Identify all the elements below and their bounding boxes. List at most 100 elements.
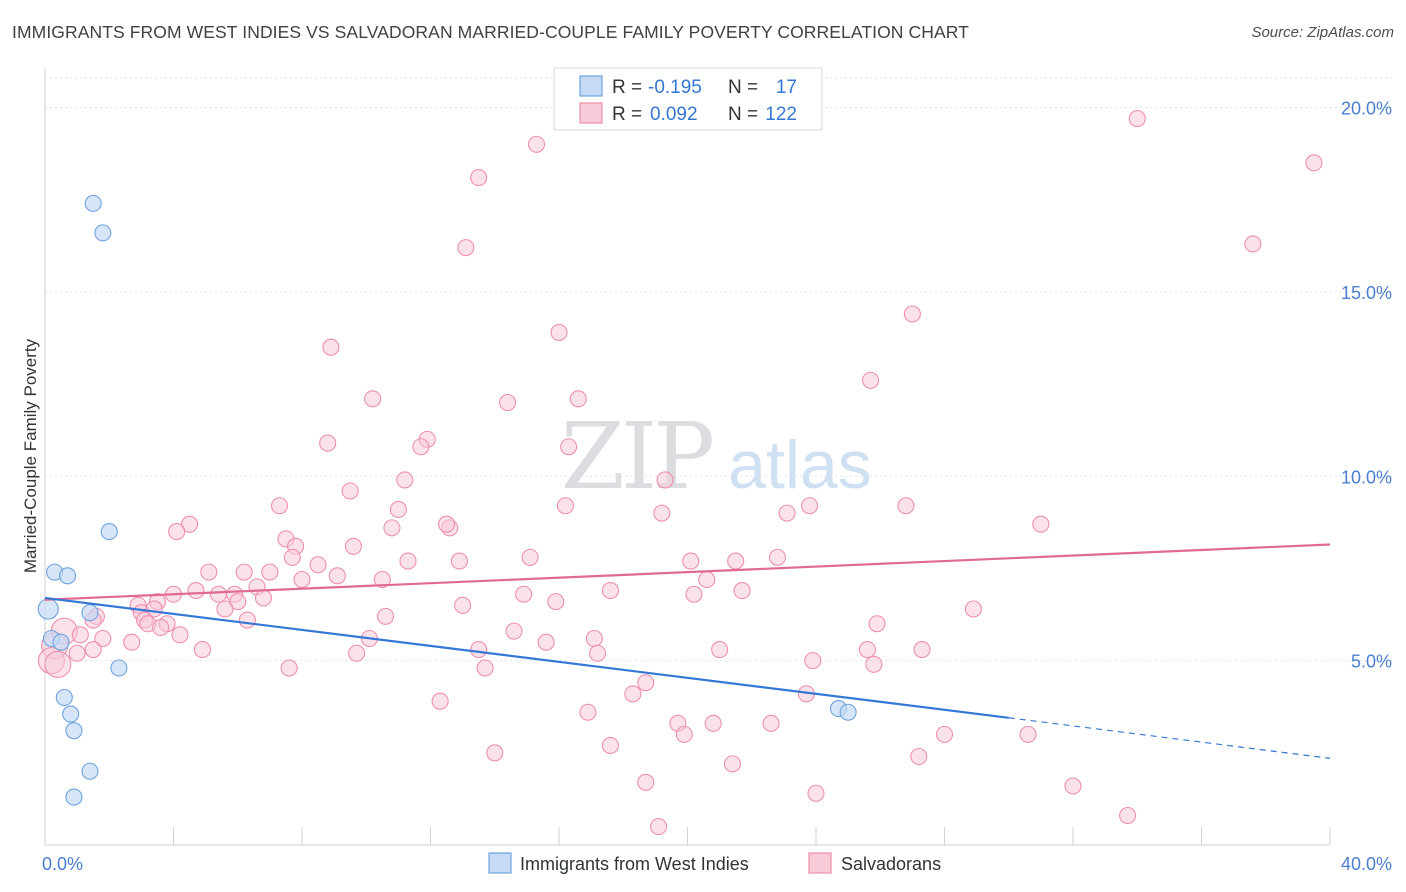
salvadorans-point: [1305, 154, 1323, 172]
salvadorans-point: [579, 703, 597, 721]
salvadorans-point: [187, 582, 205, 600]
salvadorans-point: [733, 582, 751, 600]
salvadorans-point: [550, 323, 568, 341]
west-indies-point: [37, 598, 59, 620]
salvadorans-point: [868, 615, 886, 633]
legend-n-value-west-indies: 17: [776, 77, 797, 98]
salvadorans-point: [499, 393, 517, 412]
salvadorans-point: [399, 552, 417, 570]
salvadorans-point: [768, 548, 787, 566]
salvadorans-point: [675, 725, 693, 743]
salvadorans-point: [71, 626, 89, 644]
salvadorans-point: [601, 582, 619, 600]
x-tick-label: 40.0%: [1341, 854, 1392, 874]
salvadorans-point: [515, 585, 533, 603]
salvadorans-point: [521, 548, 539, 566]
salvadorans-point: [344, 537, 362, 555]
salvadorans-point: [650, 818, 668, 836]
salvadorans-point: [682, 552, 700, 570]
salvadorans-point: [637, 773, 655, 791]
bottom-legend-label-west-indies: Immigrants from West Indies: [520, 854, 749, 874]
salvadorans-point: [1244, 235, 1262, 253]
salvadorans-point: [537, 633, 555, 651]
salvadorans-point: [319, 434, 337, 452]
salvadorans-point: [396, 471, 414, 489]
legend-n-label-west-indies: N =: [728, 77, 758, 98]
salvadorans-point: [68, 644, 86, 662]
west-indies-trend-line: [44, 596, 1009, 719]
legend-r-value-salvadorans: 0.092: [650, 104, 698, 125]
x-tick-label: 0.0%: [42, 854, 83, 874]
salvadorans-point: [254, 589, 273, 607]
salvadorans-point: [171, 626, 189, 644]
salvadorans-point: [280, 659, 298, 677]
salvadorans-point: [964, 600, 982, 618]
legend-r-label-salvadorans: R =: [612, 104, 642, 125]
salvadorans-point: [588, 644, 607, 662]
salvadorans-point: [283, 548, 301, 566]
bottom-legend-swatch-west-indies: [488, 852, 512, 874]
salvadorans-point: [935, 725, 954, 743]
axes: [44, 68, 1331, 846]
salvadorans-points: [37, 110, 1323, 836]
west-indies-point: [62, 705, 80, 723]
salvadorans-point: [450, 552, 468, 570]
salvadorans-point: [601, 736, 619, 754]
salvadorans-point: [527, 135, 546, 153]
salvadorans-point: [569, 390, 587, 408]
salvadorans-point: [238, 611, 256, 629]
salvadorans-point: [762, 714, 780, 732]
west-indies-point: [81, 604, 99, 622]
salvadorans-point: [470, 641, 488, 659]
legend-n-value-salvadorans: 122: [765, 104, 797, 125]
y-tick-label: 10.0%: [1341, 467, 1392, 487]
salvadorans-point: [216, 600, 234, 618]
legend-n-label-salvadorans: N =: [728, 104, 758, 125]
salvadorans-point: [44, 650, 72, 678]
west-indies-point: [65, 788, 83, 806]
chart-title: IMMIGRANTS FROM WEST INDIES VS SALVADORA…: [12, 22, 969, 42]
y-axis-label: Married-Couple Family Poverty: [21, 338, 40, 573]
west-indies-trend-extrapolation: [1008, 717, 1331, 759]
west-indies-point: [94, 224, 112, 242]
legend-swatch-salvadorans: [579, 102, 603, 124]
salvadorans-point: [235, 563, 253, 581]
series-legend: Immigrants from West Indies Salvadorans: [488, 852, 941, 874]
legend-r-label-west-indies: R =: [612, 77, 642, 98]
salvadorans-point: [486, 744, 504, 762]
salvadorans-point: [376, 607, 395, 625]
salvadorans-point: [1019, 725, 1037, 743]
salvadorans-point: [778, 504, 796, 522]
watermark-atlas: atlas: [728, 427, 872, 503]
salvadorans-point: [862, 371, 880, 389]
salvadorans-point: [123, 633, 141, 651]
salvadorans-point: [476, 659, 494, 677]
salvadorans-point: [229, 593, 247, 611]
salvadorans-point: [373, 570, 391, 589]
salvadorans-point: [801, 497, 819, 515]
salvadorans-point: [505, 622, 523, 640]
salvadorans-point: [193, 641, 211, 659]
bottom-legend-label-salvadorans: Salvadorans: [841, 854, 941, 874]
y-tick-labels: 5.0% 10.0% 15.0% 20.0%: [1341, 99, 1392, 672]
bottom-legend-swatch-salvadorans: [808, 852, 832, 874]
y-tick-label: 15.0%: [1341, 283, 1392, 303]
salvadorans-point: [913, 641, 931, 659]
west-indies-point: [100, 523, 118, 541]
salvadorans-point: [431, 692, 449, 710]
salvadorans-point: [637, 674, 655, 692]
salvadorans-point: [322, 338, 340, 356]
watermark-zip: ZIP: [561, 403, 712, 510]
salvadorans-point: [585, 629, 603, 648]
salvadorans-point: [200, 563, 218, 581]
salvadorans-point: [328, 567, 346, 585]
salvadorans-point: [858, 641, 876, 659]
source-credit: Source: ZipAtlas.com: [1251, 24, 1394, 41]
salvadorans-point: [711, 641, 729, 659]
salvadorans-point: [1119, 806, 1137, 825]
salvadorans-point: [94, 629, 112, 648]
salvadorans-point: [412, 438, 430, 456]
salvadorans-point: [653, 504, 671, 522]
salvadorans-point: [309, 556, 327, 574]
salvadorans-point: [293, 570, 311, 589]
